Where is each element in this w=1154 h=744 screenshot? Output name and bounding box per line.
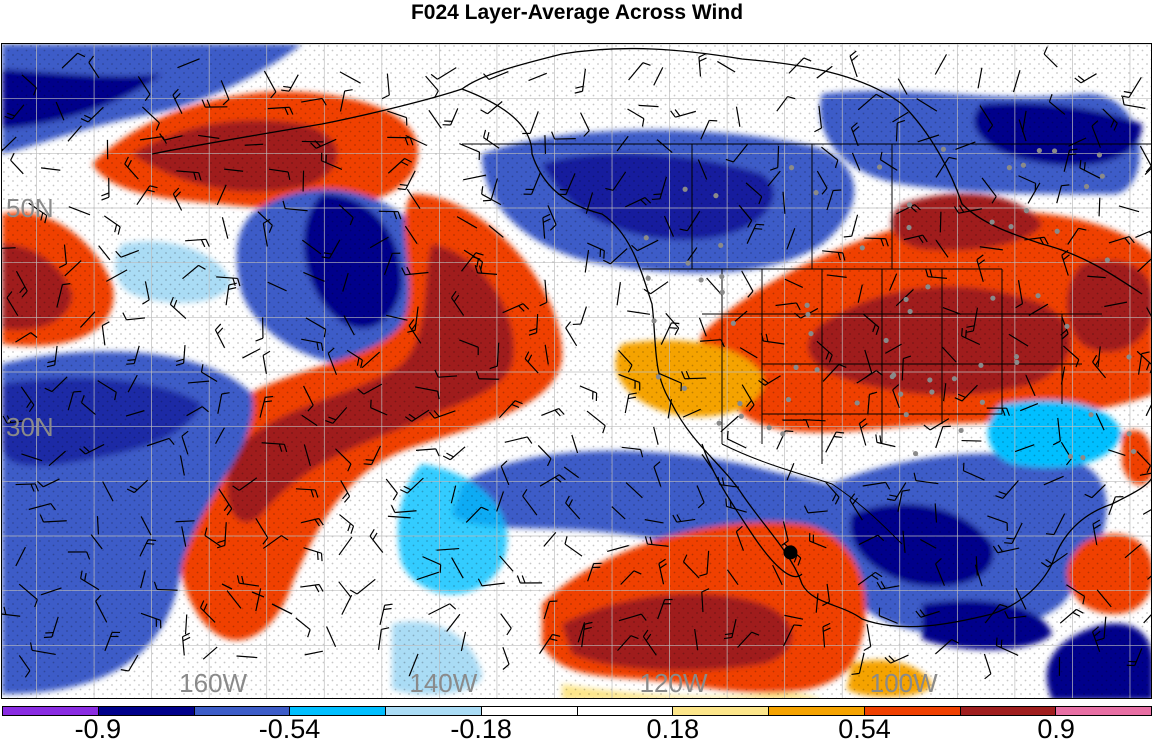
station-dot bbox=[855, 400, 860, 405]
station-dot bbox=[898, 392, 903, 397]
station-dot bbox=[656, 374, 661, 379]
station-dot bbox=[958, 428, 963, 433]
station-dot bbox=[813, 190, 818, 195]
station-dot bbox=[808, 331, 813, 336]
station-dot bbox=[890, 374, 895, 379]
station-dot bbox=[1064, 324, 1069, 329]
highlight-marker[interactable] bbox=[783, 545, 797, 559]
station-dot bbox=[1084, 184, 1089, 189]
station-dot bbox=[907, 202, 912, 207]
station-dot bbox=[682, 386, 687, 391]
station-dot bbox=[805, 312, 810, 317]
wind-barb bbox=[545, 135, 546, 154]
latitude-label: 30N bbox=[6, 414, 54, 440]
station-dot bbox=[1097, 152, 1102, 157]
station-dot bbox=[789, 165, 794, 170]
longitude-label: 160W bbox=[179, 670, 247, 696]
station-dot bbox=[713, 193, 718, 198]
colorbar bbox=[2, 706, 1152, 716]
stipple-overlay bbox=[2, 44, 1152, 699]
station-dot bbox=[780, 431, 785, 436]
station-dot bbox=[1024, 208, 1029, 213]
station-dot bbox=[720, 290, 725, 295]
station-dot bbox=[1007, 165, 1012, 170]
station-dot bbox=[1014, 360, 1019, 365]
station-dot bbox=[683, 187, 688, 192]
station-dot bbox=[929, 389, 934, 394]
station-dot bbox=[1052, 148, 1057, 153]
colorbar-tick-label: 0.9 bbox=[1037, 716, 1075, 743]
station-dot bbox=[877, 164, 882, 169]
station-dot bbox=[978, 363, 983, 368]
latitude-label: 50N bbox=[6, 195, 54, 221]
station-dot bbox=[906, 225, 911, 230]
station-dot bbox=[786, 397, 791, 402]
station-dot bbox=[927, 377, 932, 382]
map-panel[interactable]: 50N 30N 160W 140W 120W 100W bbox=[1, 43, 1152, 699]
longitude-label: 100W bbox=[870, 670, 938, 696]
station-dot bbox=[793, 365, 798, 370]
station-dot bbox=[925, 284, 930, 289]
station-dot bbox=[767, 425, 772, 430]
station-dot bbox=[1021, 163, 1026, 168]
wind-barb bbox=[302, 141, 324, 142]
map-title: F024 Layer-Average Across Wind bbox=[0, 0, 1154, 26]
colorbar-tick-label: -0.9 bbox=[75, 716, 122, 743]
station-dot bbox=[719, 274, 724, 279]
station-dot bbox=[739, 414, 744, 419]
station-dot bbox=[952, 376, 957, 381]
longitude-label: 140W bbox=[409, 670, 477, 696]
station-dot bbox=[980, 400, 985, 405]
station-dot bbox=[1035, 293, 1040, 298]
station-dot bbox=[989, 219, 994, 224]
station-dot bbox=[913, 451, 918, 456]
station-dot bbox=[716, 421, 721, 426]
station-dot bbox=[698, 277, 703, 282]
station-dot bbox=[908, 309, 913, 314]
station-dot bbox=[1127, 431, 1132, 436]
station-dot bbox=[884, 338, 889, 343]
station-dot bbox=[805, 303, 810, 308]
station-dot bbox=[1014, 354, 1019, 359]
station-dot bbox=[644, 235, 649, 240]
station-dot bbox=[1131, 449, 1136, 454]
station-dot bbox=[651, 318, 656, 323]
station-dot bbox=[1080, 455, 1085, 460]
map-field[interactable] bbox=[2, 44, 1152, 699]
station-dot bbox=[685, 261, 690, 266]
station-dot bbox=[903, 297, 908, 302]
station-dot bbox=[1008, 224, 1013, 229]
station-dot bbox=[1068, 454, 1073, 459]
wind-barb bbox=[1099, 198, 1100, 217]
colorbar-tick-label: -0.54 bbox=[259, 716, 321, 743]
station-dot bbox=[1100, 174, 1105, 179]
station-dot bbox=[860, 245, 865, 250]
station-dot bbox=[815, 367, 820, 372]
wind-barb bbox=[940, 212, 941, 233]
station-dot bbox=[1126, 354, 1131, 359]
station-dot bbox=[990, 296, 995, 301]
colorbar-labels: -0.9 -0.54 -0.18 0.18 0.54 0.9 bbox=[0, 716, 1154, 743]
station-dot bbox=[646, 276, 651, 281]
colorbar-tick-label: 0.18 bbox=[647, 716, 700, 743]
longitude-label: 120W bbox=[640, 670, 708, 696]
wind-barb bbox=[962, 441, 982, 442]
station-dot bbox=[731, 321, 736, 326]
station-dot bbox=[1088, 412, 1093, 417]
colorbar-tick-label: -0.18 bbox=[450, 716, 512, 743]
colorbar-tick-label: 0.54 bbox=[838, 716, 891, 743]
station-dot bbox=[737, 401, 742, 406]
station-dot bbox=[1105, 257, 1110, 262]
station-dot bbox=[941, 147, 946, 152]
station-dot bbox=[1055, 229, 1060, 234]
station-dot bbox=[1037, 148, 1042, 153]
station-dot bbox=[904, 412, 909, 417]
station-dot bbox=[718, 243, 723, 248]
